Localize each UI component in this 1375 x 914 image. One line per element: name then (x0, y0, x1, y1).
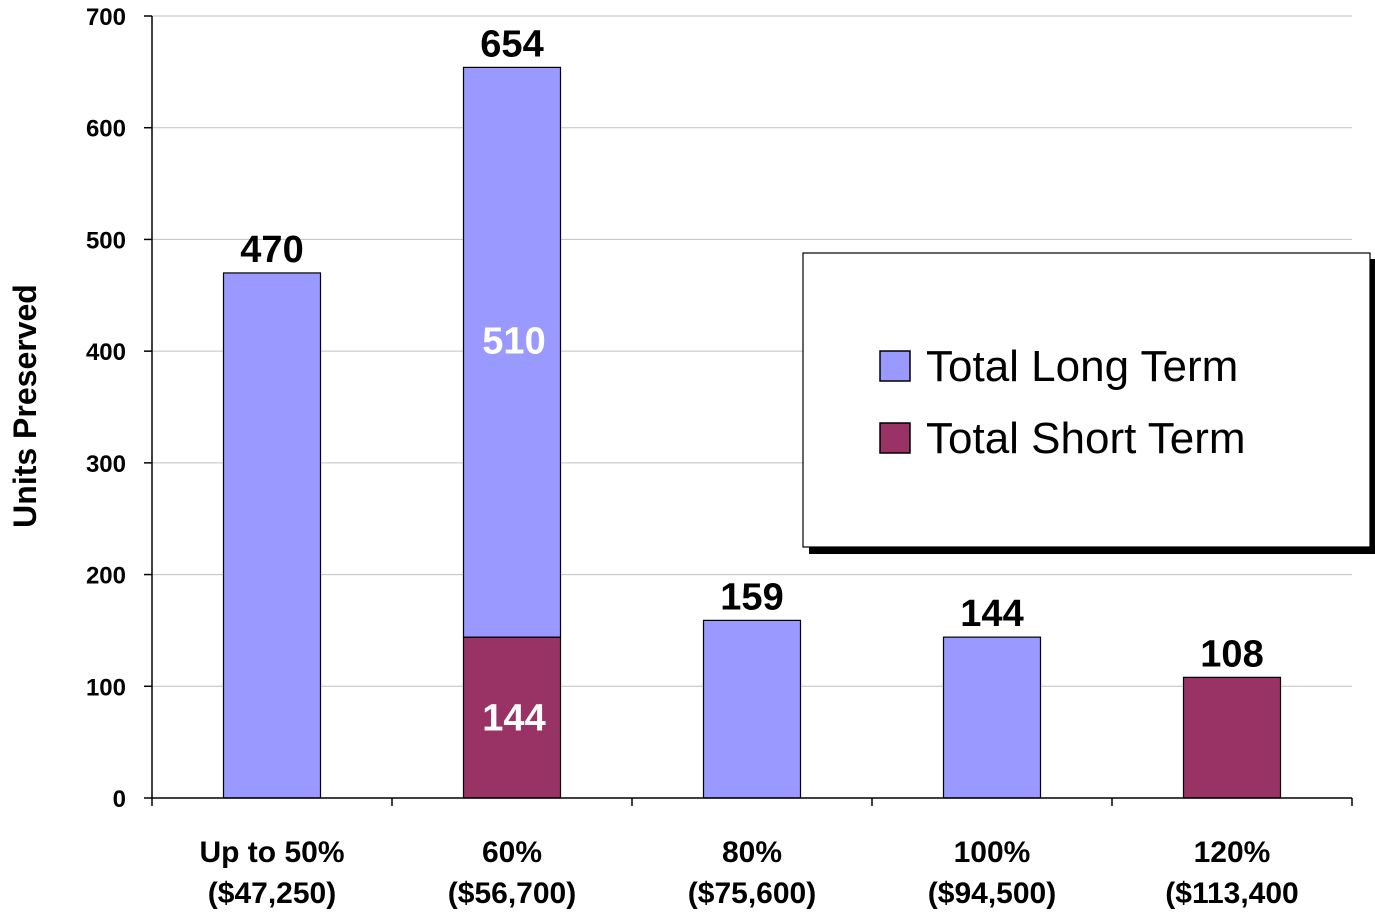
y-tick-label: 0 (113, 786, 126, 813)
legend-swatch (879, 350, 911, 382)
x-tick-label: ($113,400 (1165, 877, 1298, 910)
x-tick-label: 60% (482, 836, 542, 869)
x-tick-label: 80% (722, 836, 782, 869)
x-tick-label: ($56,700) (448, 877, 576, 910)
bars (222, 66, 1282, 799)
legend-box (802, 252, 1371, 548)
x-axis-labels: Up to 50% ($47,250) 60% ($56,700) 80% ($75,60… (199, 836, 1298, 910)
x-tick-label: ($47,250) (208, 877, 336, 910)
total-data-label: 159 (720, 576, 783, 618)
legend-swatch (879, 422, 911, 454)
y-axis-ticks: 0 100 200 300 400 500 600 700 (86, 4, 126, 813)
total-data-label: 654 (480, 23, 543, 65)
y-tick-label: 400 (86, 339, 126, 366)
y-axis-title: Units Preserved (7, 284, 43, 528)
bar-total-short-term (462, 636, 562, 799)
y-tick-label: 100 (86, 674, 126, 701)
gridlines (152, 15, 1352, 687)
y-tick-label: 700 (86, 4, 126, 31)
x-tick-label: ($75,600) (688, 877, 816, 910)
x-tick-label: 100% (954, 836, 1031, 869)
segment-data-label: 510 (482, 320, 545, 362)
y-tick-label: 500 (86, 227, 126, 254)
y-tick-label: 300 (86, 451, 126, 478)
total-data-label: 108 (1200, 633, 1263, 675)
bar-total-long-term (462, 66, 562, 638)
legend-label: Total Short Term (926, 414, 1246, 463)
bar-total-long-term (942, 636, 1042, 799)
bar-total-short-term (1182, 676, 1282, 799)
x-tick-label: Up to 50% (199, 836, 344, 869)
x-tick-label: 120% (1194, 836, 1271, 869)
bar-total-long-term (222, 272, 322, 799)
total-data-label: 470 (240, 229, 303, 271)
legend: Total Long Term Total Short Term (802, 252, 1375, 554)
y-tick-label: 600 (86, 116, 126, 143)
data-labels: 470 654 159 144 108 510 144 (240, 23, 1263, 739)
y-tick-label: 200 (86, 563, 126, 590)
axes (144, 15, 1353, 806)
x-tick-label: ($94,500) (928, 877, 1056, 910)
bar-total-long-term (702, 619, 802, 799)
segment-data-label: 144 (482, 698, 545, 740)
legend-label: Total Long Term (926, 342, 1238, 391)
total-data-label: 144 (960, 593, 1023, 635)
